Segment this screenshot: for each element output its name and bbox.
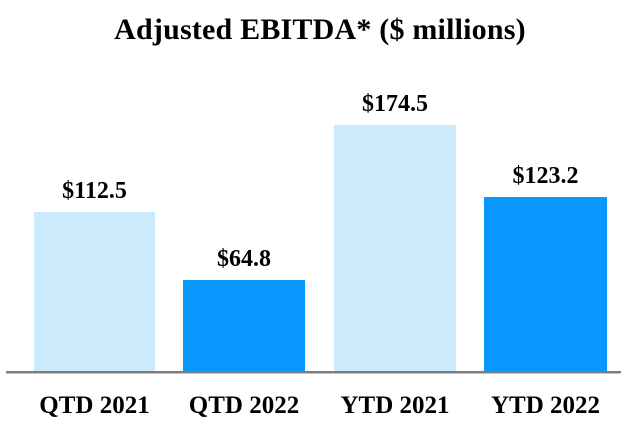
bar-value-label-qtd-2021: $112.5 (62, 178, 127, 204)
bar-value-label-ytd-2021: $174.5 (362, 91, 428, 117)
plot-area: $112.5 $64.8 $174.5 $123.2 (34, 92, 607, 371)
bar-group-qtd-2021: $112.5 (34, 179, 155, 371)
x-axis-label-ytd-2021: YTD 2021 (340, 392, 450, 419)
x-axis-label-ytd-2022: YTD 2022 (490, 392, 601, 419)
bar-ytd-2021 (334, 125, 456, 371)
bar-value-label-ytd-2022: $123.2 (512, 163, 579, 189)
bar-qtd-2021 (34, 212, 155, 371)
bar-qtd-2022 (183, 280, 305, 371)
bar-value-label-qtd-2022: $64.8 (217, 246, 271, 272)
bar-group-ytd-2022: $123.2 (484, 164, 607, 371)
chart-title: Adjusted EBITDA* ($ millions) (114, 13, 526, 46)
x-axis-line (6, 371, 621, 374)
x-axis-label-qtd-2022: QTD 2022 (188, 392, 300, 419)
bar-group-qtd-2022: $64.8 (183, 247, 305, 371)
x-axis-label-qtd-2021: QTD 2021 (39, 392, 150, 419)
bar-ytd-2022 (484, 197, 607, 371)
bar-group-ytd-2021: $174.5 (334, 92, 456, 371)
